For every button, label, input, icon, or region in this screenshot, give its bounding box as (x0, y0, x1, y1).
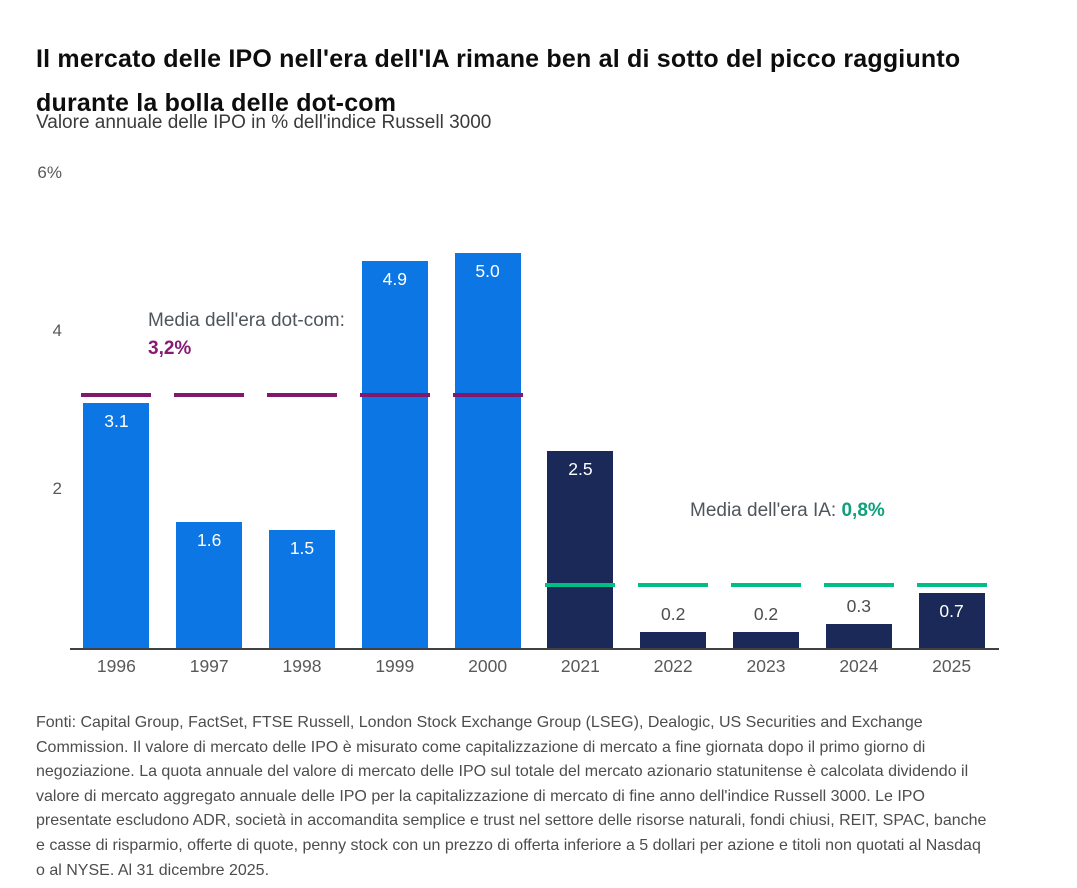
chart-subtitle: Valore annuale delle IPO in % dell'indic… (36, 112, 492, 133)
ai-average-annotation-value: 0,8% (841, 500, 885, 521)
dotcom-average-line-segment (267, 393, 337, 398)
bar-2025 (918, 592, 985, 648)
bar-value-2022: 0.2 (661, 604, 686, 625)
ai-average-annotation: Media dell'era IA: 0,8% (690, 497, 895, 525)
bar-2023 (733, 632, 799, 648)
ai-average-line-segment (823, 582, 894, 587)
x-axis-tick-2025: 2025 (932, 656, 972, 676)
bar-1997 (176, 521, 243, 648)
x-axis-tick-1999: 1999 (375, 656, 415, 676)
bar-2024 (825, 624, 892, 648)
ai-average-line-segment (638, 582, 709, 587)
dotcom-average-line-segment (452, 393, 523, 398)
dotcom-average-annotation: Media dell'era dot-com: 3,2% (148, 307, 366, 362)
x-axis-tick-2000: 2000 (468, 656, 508, 676)
source-footnote: Fonti: Capital Group, FactSet, FTSE Russ… (36, 714, 987, 879)
bar-1999 (361, 260, 428, 648)
x-axis-tick-1996: 1996 (96, 656, 136, 676)
bar-value-2025: 0.7 (939, 600, 964, 621)
ai-average-annotation-text: Media dell'era IA: (690, 500, 842, 521)
dotcom-average-line-segment (81, 393, 152, 398)
chart-title: Il mercato delle IPO nell'era dell'IA ri… (36, 44, 961, 117)
bar-2000 (454, 253, 521, 648)
x-axis-tick-1998: 1998 (282, 656, 322, 676)
ai-average-line-segment (731, 582, 801, 587)
bar-value-2021: 2.5 (568, 458, 593, 479)
x-axis-tick-2023: 2023 (746, 656, 786, 676)
dotcom-average-line-segment (174, 393, 245, 398)
bar-2022 (640, 632, 707, 648)
bar-value-1998: 1.5 (289, 537, 315, 558)
bar-value-2023: 0.2 (753, 604, 779, 625)
y-axis-tick-2: 2 (52, 479, 62, 498)
x-axis-tick-1997: 1997 (189, 656, 229, 676)
x-axis-tick-2021: 2021 (560, 656, 600, 676)
ai-average-line-segment (916, 582, 987, 587)
bar-chart: Media dell'era dot-com: 3,2% Media dell'… (0, 160, 1077, 705)
x-axis-line (70, 648, 999, 650)
bar-2021 (547, 450, 614, 648)
bar-value-1996: 3.1 (104, 411, 129, 432)
y-axis-tick-4: 4 (52, 321, 62, 340)
bar-value-2024: 0.3 (846, 596, 871, 617)
dotcom-average-annotation-text: Media dell'era dot-com: (148, 310, 345, 331)
bar-value-1997: 1.6 (197, 529, 222, 550)
bar-1998 (269, 529, 335, 648)
ai-average-line-segment (545, 582, 616, 587)
bar-value-1999: 4.9 (382, 268, 407, 289)
bar-1996 (83, 403, 150, 648)
x-axis-tick-2024: 2024 (839, 656, 879, 676)
y-axis-tick-6: 6% (37, 163, 62, 182)
dotcom-average-annotation-value: 3,2% (148, 337, 192, 359)
bar-value-2000: 5.0 (475, 261, 500, 281)
dotcom-average-line-segment (359, 393, 430, 398)
x-axis-tick-2022: 2022 (653, 656, 693, 676)
